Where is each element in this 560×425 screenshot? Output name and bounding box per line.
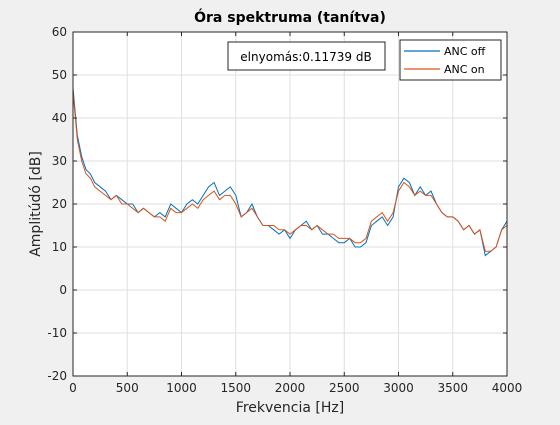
x-tick-label: 500: [116, 381, 139, 395]
y-tick-label: 60: [52, 25, 67, 39]
annotation-box: elnyomás:0.11739 dB: [228, 42, 385, 70]
x-tick-label: 4000: [492, 381, 523, 395]
legend-label-anc-on: ANC on: [444, 63, 485, 76]
x-tick-label: 3000: [383, 381, 414, 395]
y-tick-label: 30: [52, 154, 67, 168]
x-tick-label: 3500: [437, 381, 468, 395]
y-tick-label: 10: [52, 240, 67, 254]
x-axis-label: Frekvencia [Hz]: [236, 400, 344, 416]
x-tick-label: 2000: [275, 381, 306, 395]
y-tick-label: 0: [59, 283, 67, 297]
x-tick-label: 1000: [166, 381, 197, 395]
y-tick-label: 40: [52, 111, 67, 125]
y-tick-label: -10: [47, 326, 67, 340]
legend: ANC off ANC on: [400, 40, 501, 80]
y-tick-label: -20: [47, 369, 67, 383]
y-tick-label: 20: [52, 197, 67, 211]
x-tick-label: 1500: [220, 381, 251, 395]
legend-label-anc-off: ANC off: [444, 45, 486, 58]
x-tick-label: 0: [69, 381, 77, 395]
y-tick-label: 50: [52, 68, 67, 82]
chart-title: Óra spektruma (tanítva): [194, 8, 386, 26]
annotation-text: elnyomás:0.11739 dB: [240, 50, 371, 64]
y-axis-label: Amplitúdó [dB]: [28, 151, 44, 257]
x-tick-label: 2500: [329, 381, 360, 395]
